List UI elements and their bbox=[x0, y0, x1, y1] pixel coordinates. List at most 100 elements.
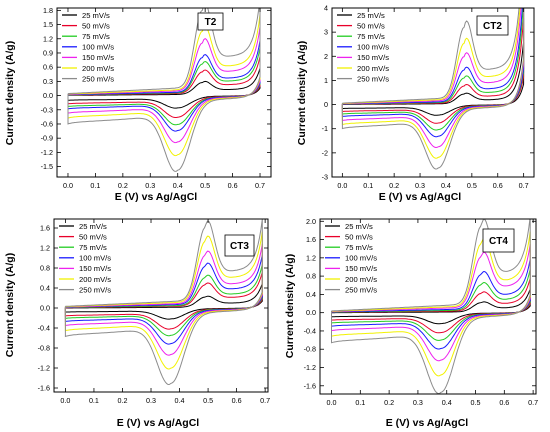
legend-label: 25 mV/s bbox=[357, 11, 385, 20]
series-line-150mvs bbox=[67, 26, 261, 144]
y-tick-label: 2 bbox=[324, 52, 328, 61]
panel-title-box bbox=[482, 228, 515, 253]
y-axis-label: Current density (A/g) bbox=[4, 41, 16, 145]
panel-t2: 0.0 0.1 0.2 0.3 0.4 0.5 0.6 0.7 -1.5 -1.2 -0.9 -0.6… bbox=[4, 6, 272, 190]
panel-title: T2 bbox=[205, 17, 217, 28]
plot-frame bbox=[53, 218, 269, 393]
series-line-25mvs bbox=[64, 283, 263, 320]
series-line-25mvs bbox=[331, 288, 531, 325]
y-tick-label: 1.6 bbox=[306, 235, 316, 244]
legend-label: 100 mV/s bbox=[357, 43, 389, 52]
y-tick-label: 0.8 bbox=[40, 264, 50, 273]
y-axis-label-top-right: Current density (A/g) bbox=[296, 41, 308, 145]
legend-label: 250 mV/s bbox=[82, 74, 114, 83]
curves bbox=[67, 8, 261, 172]
y-tick-label: -1.2 bbox=[38, 364, 50, 373]
series-line-100mvs bbox=[64, 254, 263, 345]
legend-label: 25 mV/s bbox=[345, 222, 373, 231]
x-tick-label: 0.2 bbox=[117, 396, 127, 405]
series-line-100mvs bbox=[341, 8, 525, 138]
plot-frame bbox=[331, 7, 535, 178]
x-tick-label: 0.1 bbox=[355, 398, 365, 407]
legend-label: 50 mV/s bbox=[357, 21, 385, 30]
x-axis-label: E (V) vs Ag/AgCl bbox=[386, 417, 469, 429]
legend-label: 200 mV/s bbox=[345, 275, 377, 284]
legend-label: 250 mV/s bbox=[79, 285, 111, 294]
x-tick-label: 0.3 bbox=[413, 398, 423, 407]
legend-label: 50 mV/s bbox=[79, 232, 107, 241]
y-axis-label-bottom-left: Current density (A/g) bbox=[4, 253, 16, 357]
x-tick-label: 0.0 bbox=[327, 398, 337, 407]
legend-label: 50 mV/s bbox=[345, 232, 373, 241]
y-tick-label: -1 bbox=[322, 124, 328, 133]
y-tick-label: 0.0 bbox=[40, 304, 50, 313]
legend-label: 250 mV/s bbox=[345, 285, 377, 294]
panel-ct2: 0.0 0.1 0.2 0.3 0.4 0.5 0.6 0.7 -3 -2 -1 0 1 2 3 4 25 mV… bbox=[322, 4, 535, 190]
panel-ct4: 0.0 0.1 0.2 0.3 0.4 0.5 0.6 0.7 -1.6 -1.2 -0.8 -0.4… bbox=[304, 217, 539, 429]
x-tick-label: 0.1 bbox=[90, 181, 100, 190]
x-tick-label: 0.0 bbox=[63, 181, 73, 190]
y-tick-label: -1.2 bbox=[304, 363, 316, 372]
legend-label: 200 mV/s bbox=[82, 64, 114, 73]
y-tick-label: 1 bbox=[324, 76, 328, 85]
y-tick-label: 0.8 bbox=[306, 272, 316, 281]
x-tick-label: 0.4 bbox=[442, 398, 452, 407]
y-tick-label: 0.4 bbox=[306, 290, 316, 299]
y-tick-label: -0.9 bbox=[41, 134, 53, 143]
y-tick-label: 2.0 bbox=[306, 217, 316, 226]
x-tick-label: 0.4 bbox=[175, 396, 185, 405]
series-line-200mvs bbox=[67, 14, 261, 157]
plot-frame bbox=[319, 218, 537, 395]
panel-title-box bbox=[476, 15, 509, 36]
series-line-250mvs bbox=[64, 219, 263, 386]
x-tick-label: 0.7 bbox=[255, 181, 265, 190]
legend-label: 100 mV/s bbox=[82, 43, 114, 52]
panel-title: CT3 bbox=[230, 241, 249, 252]
series-line-100mvs bbox=[67, 40, 261, 132]
series-line-200mvs bbox=[64, 231, 263, 370]
y-tick-label: -1.6 bbox=[38, 384, 50, 393]
y-tick-label: -1.2 bbox=[41, 148, 53, 157]
x-tick-label: 0.5 bbox=[467, 181, 477, 190]
y-tick-label: -0.8 bbox=[38, 344, 50, 353]
x-axis-label: E (V) vs Ag/AgCl bbox=[117, 417, 200, 429]
series-line-75mvs bbox=[64, 264, 263, 337]
y-tick-label: 1.2 bbox=[40, 244, 50, 253]
y-tick-label: 0.0 bbox=[43, 91, 53, 100]
y-tick-label: 0 bbox=[324, 100, 328, 109]
x-tick-label: 0.2 bbox=[389, 181, 399, 190]
series-line-150mvs bbox=[331, 244, 531, 362]
y-axis-label-bottom-right: Current density (A/g) bbox=[284, 254, 296, 358]
x-tick-label: 0.3 bbox=[415, 181, 425, 190]
y-tick-label: -1.5 bbox=[41, 162, 53, 171]
y-tick-label: 1.5 bbox=[43, 20, 53, 29]
panel-title: CT2 bbox=[483, 21, 502, 32]
y-tick-label: -0.4 bbox=[38, 324, 50, 333]
x-tick-label: 0.6 bbox=[499, 398, 509, 407]
legend-label: 75 mV/s bbox=[79, 243, 107, 252]
y-tick-label: 1.2 bbox=[43, 34, 53, 43]
x-tick-label: 0.7 bbox=[519, 181, 529, 190]
y-tick-label: 0.9 bbox=[43, 48, 53, 57]
legend-label: 200 mV/s bbox=[357, 64, 389, 73]
series-line-75mvs bbox=[331, 268, 531, 341]
x-tick-label: 0.6 bbox=[232, 396, 242, 405]
legend-label: 75 mV/s bbox=[357, 32, 385, 41]
x-tick-label: 0.3 bbox=[145, 181, 155, 190]
legend-label: 75 mV/s bbox=[82, 32, 110, 41]
legend-label: 50 mV/s bbox=[82, 21, 110, 30]
x-tick-label: 0.7 bbox=[260, 396, 270, 405]
x-tick-label: 0.4 bbox=[173, 181, 183, 190]
series-line-200mvs bbox=[331, 231, 531, 377]
legend-label: 150 mV/s bbox=[357, 53, 389, 62]
x-tick-label: 0.2 bbox=[118, 181, 128, 190]
x-tick-label: 0.0 bbox=[60, 396, 70, 405]
legend-label: 200 mV/s bbox=[79, 275, 111, 284]
y-tick-label: -0.8 bbox=[304, 345, 316, 354]
y-tick-label: 0.4 bbox=[40, 284, 50, 293]
series-line-150mvs bbox=[64, 243, 263, 356]
